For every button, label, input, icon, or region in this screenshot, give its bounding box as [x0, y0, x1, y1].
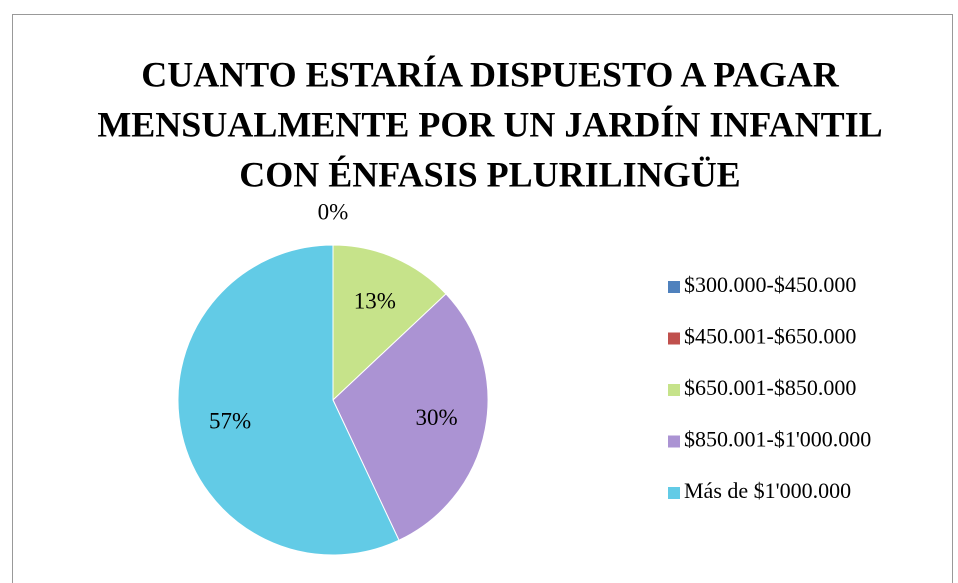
legend-label: $850.001-$1'000.000 — [684, 427, 871, 452]
chart-title: CUANTO ESTARÍA DISPUESTO A PAGAR — [141, 54, 840, 94]
legend-swatch — [668, 384, 680, 396]
legend-label: $450.001-$650.000 — [684, 324, 856, 349]
legend-label: $300.000-$450.000 — [684, 272, 856, 297]
legend-swatch — [668, 281, 680, 293]
pie-slice — [332, 293, 489, 541]
data-label: 30% — [415, 405, 457, 430]
legend-swatch — [668, 332, 680, 345]
legend-swatch — [668, 487, 680, 499]
chart-border — [12, 14, 953, 583]
legend-label: Más de $1'000.000 — [684, 478, 851, 503]
pie-slice — [332, 244, 447, 402]
data-label: 0% — [318, 199, 349, 224]
legend-label: $650.001-$850.000 — [684, 375, 856, 400]
data-label: 13% — [354, 289, 396, 314]
chart-title: MENSUALMENTE POR UN JARDÍN INFANTIL — [97, 104, 882, 144]
legend-swatch — [668, 435, 680, 448]
data-label: 57% — [209, 408, 251, 433]
pie-slice — [177, 244, 400, 556]
chart-title: CON ÉNFASIS PLURILINGÜE — [239, 154, 740, 194]
